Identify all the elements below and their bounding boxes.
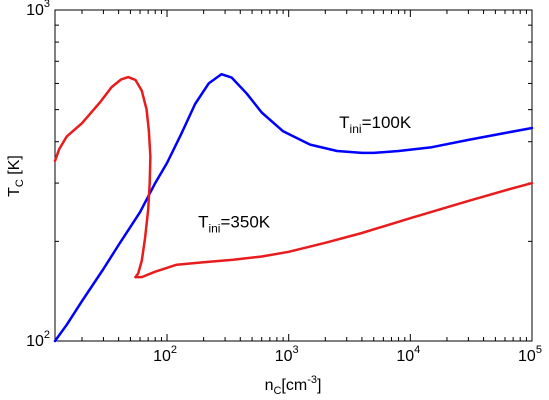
x-axis-label: nC[cm-3]	[265, 374, 322, 397]
plot-area	[54, 9, 533, 342]
series-group	[53, 72, 534, 343]
x-axis-label-rest: [cm	[281, 377, 307, 394]
x-tick-label: 103	[275, 344, 299, 365]
x-axis-label-base: n	[265, 377, 274, 394]
y-tick-label: 102	[26, 329, 50, 350]
y-tick-label: 103	[26, 0, 50, 19]
x-axis-label-sup: -3	[307, 374, 317, 386]
y-axis-label-rest: [K]	[6, 155, 23, 179]
curve-label-2: Tini=350K	[198, 213, 271, 236]
x-tick-label: 104	[396, 344, 420, 365]
x-tick-label: 102	[153, 344, 177, 365]
series-line-1	[53, 72, 534, 343]
minor-ticks	[55, 10, 532, 341]
curve-label-1: Tini=100K	[339, 113, 412, 136]
annotations: Tini=100K Tini=350K	[198, 113, 412, 236]
x-axis-label-sub: C	[273, 385, 281, 397]
x-tick-label: 105	[518, 344, 542, 365]
y-axis-label-base: T	[6, 187, 23, 197]
x-axis-label-close: ]	[317, 377, 321, 394]
y-tick-labels: 102 103	[26, 0, 50, 350]
y-axis-label: TC [K]	[6, 155, 26, 197]
y-axis-label-sub: C	[14, 179, 26, 187]
series-line-2	[53, 75, 534, 279]
x-tick-labels: 102 103 104 105	[153, 344, 542, 365]
